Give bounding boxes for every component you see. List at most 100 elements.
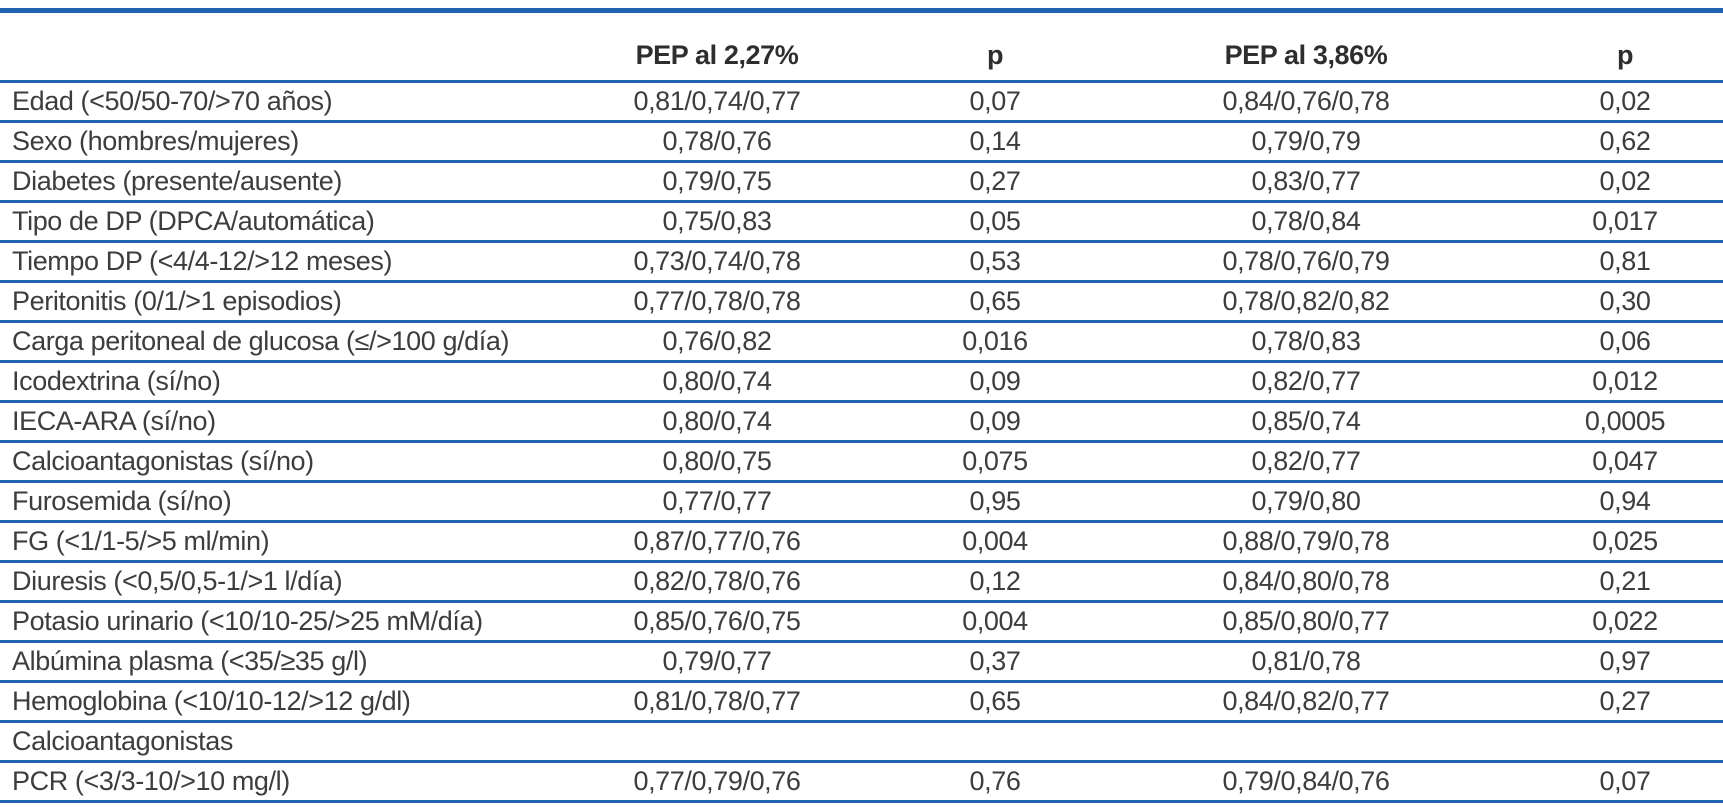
cell-pep-3-86: 0,78/0,84 — [1085, 201, 1527, 243]
cell-pep-2-27: 0,77/0,79/0,76 — [529, 761, 905, 803]
cell-pep-3-86: 0,78/0,82/0,82 — [1085, 281, 1527, 323]
table-row-calcioantagonistas-si-no: Calcioantagonistas (sí/no) 0,80/0,75 0,0… — [0, 441, 1723, 483]
cell-pep-2-27: 0,81/0,78/0,77 — [529, 681, 905, 723]
cell-pep-3-86: 0,78/0,83 — [1085, 321, 1527, 363]
table-row-potasio-urinario: Potasio urinario (<10/10-25/>25 mM/día) … — [0, 601, 1723, 643]
table-row-fg: FG (<1/1-5/>5 ml/min) 0,87/0,77/0,76 0,0… — [0, 521, 1723, 563]
cell-pep-2-27: 0,77/0,78/0,78 — [529, 281, 905, 323]
row-label: Furosemida (sí/no) — [0, 481, 529, 523]
cell-pep-3-86: 0,84/0,80/0,78 — [1085, 561, 1527, 603]
cell-p-2: 0,30 — [1527, 281, 1723, 323]
cell-p-2: 0,0005 — [1527, 401, 1723, 443]
cell-p-1: 0,14 — [905, 121, 1085, 163]
cell-pep-2-27: 0,79/0,75 — [529, 161, 905, 203]
table-row-diuresis: Diuresis (<0,5/0,5-1/>1 l/día) 0,82/0,78… — [0, 561, 1723, 603]
cell-p-2: 0,94 — [1527, 481, 1723, 523]
cell-pep-2-27: 0,78/0,76 — [529, 121, 905, 163]
table-header: PEP al 2,27% p PEP al 3,86% p — [0, 8, 1723, 83]
cell-pep-3-86: 0,84/0,82/0,77 — [1085, 681, 1527, 723]
cell-p-1: 0,76 — [905, 761, 1085, 803]
cell-p-1: 0,65 — [905, 681, 1085, 723]
table-row-tipo-dp: Tipo de DP (DPCA/automática) 0,75/0,83 0… — [0, 201, 1723, 243]
table-row-ieca-ara: IECA-ARA (sí/no) 0,80/0,74 0,09 0,85/0,7… — [0, 401, 1723, 443]
cell-pep-2-27: 0,80/0,74 — [529, 401, 905, 443]
cell-pep-3-86: 0,85/0,74 — [1085, 401, 1527, 443]
row-label: Calcioantagonistas — [0, 721, 529, 763]
table-row-edad: Edad (<50/50-70/>70 años) 0,81/0,74/0,77… — [0, 81, 1723, 123]
cell-p-2: 0,97 — [1527, 641, 1723, 683]
cell-p-1: 0,09 — [905, 361, 1085, 403]
cell-p-2: 0,21 — [1527, 561, 1723, 603]
cell-pep-3-86: 0,79/0,79 — [1085, 121, 1527, 163]
cell-p-2: 0,62 — [1527, 121, 1723, 163]
pep-results-table: PEP al 2,27% p PEP al 3,86% p Edad (<50/… — [0, 8, 1723, 803]
table-row-sexo: Sexo (hombres/mujeres) 0,78/0,76 0,14 0,… — [0, 121, 1723, 163]
header-blank — [0, 8, 529, 83]
table-row-albumina: Albúmina plasma (<35/≥35 g/l) 0,79/0,77 … — [0, 641, 1723, 683]
table-body: Edad (<50/50-70/>70 años) 0,81/0,74/0,77… — [0, 81, 1723, 803]
cell-p-2: 0,025 — [1527, 521, 1723, 563]
cell-p-2: 0,02 — [1527, 161, 1723, 203]
cell-pep-2-27 — [529, 721, 905, 763]
cell-p-2: 0,07 — [1527, 761, 1723, 803]
table-row-pcr: PCR (<3/3-10/>10 mg/l) 0,77/0,79/0,76 0,… — [0, 761, 1723, 803]
cell-p-1: 0,12 — [905, 561, 1085, 603]
cell-p-1: 0,07 — [905, 81, 1085, 123]
row-label: Icodextrina (sí/no) — [0, 361, 529, 403]
cell-p-2: 0,017 — [1527, 201, 1723, 243]
row-label: Hemoglobina (<10/10-12/>12 g/dl) — [0, 681, 529, 723]
row-label: PCR (<3/3-10/>10 mg/l) — [0, 761, 529, 803]
cell-p-1: 0,016 — [905, 321, 1085, 363]
cell-p-1: 0,075 — [905, 441, 1085, 483]
table-row-tiempo-dp: Tiempo DP (<4/4-12/>12 meses) 0,73/0,74/… — [0, 241, 1723, 283]
cell-pep-2-27: 0,73/0,74/0,78 — [529, 241, 905, 283]
cell-pep-2-27: 0,81/0,74/0,77 — [529, 81, 905, 123]
cell-p-2: 0,81 — [1527, 241, 1723, 283]
table-row-carga-glucosa: Carga peritoneal de glucosa (≤/>100 g/dí… — [0, 321, 1723, 363]
row-label: Peritonitis (0/1/>1 episodios) — [0, 281, 529, 323]
row-label: Diuresis (<0,5/0,5-1/>1 l/día) — [0, 561, 529, 603]
cell-p-1: 0,53 — [905, 241, 1085, 283]
row-label: Albúmina plasma (<35/≥35 g/l) — [0, 641, 529, 683]
header-pep-3-86: PEP al 3,86% — [1085, 8, 1527, 83]
cell-pep-3-86: 0,85/0,80/0,77 — [1085, 601, 1527, 643]
row-label: Potasio urinario (<10/10-25/>25 mM/día) — [0, 601, 529, 643]
row-label: IECA-ARA (sí/no) — [0, 401, 529, 443]
cell-p-1 — [905, 721, 1085, 763]
cell-pep-2-27: 0,75/0,83 — [529, 201, 905, 243]
row-label: Edad (<50/50-70/>70 años) — [0, 81, 529, 123]
row-label: Diabetes (presente/ausente) — [0, 161, 529, 203]
cell-p-1: 0,05 — [905, 201, 1085, 243]
cell-p-2 — [1527, 721, 1723, 763]
cell-pep-3-86: 0,81/0,78 — [1085, 641, 1527, 683]
row-label: Tipo de DP (DPCA/automática) — [0, 201, 529, 243]
header-p-1: p — [905, 8, 1085, 83]
cell-pep-3-86: 0,82/0,77 — [1085, 441, 1527, 483]
cell-p-1: 0,004 — [905, 601, 1085, 643]
cell-p-2: 0,02 — [1527, 81, 1723, 123]
cell-pep-3-86: 0,78/0,76/0,79 — [1085, 241, 1527, 283]
cell-pep-2-27: 0,79/0,77 — [529, 641, 905, 683]
table-row-hemoglobina: Hemoglobina (<10/10-12/>12 g/dl) 0,81/0,… — [0, 681, 1723, 723]
cell-p-1: 0,09 — [905, 401, 1085, 443]
row-label: Tiempo DP (<4/4-12/>12 meses) — [0, 241, 529, 283]
cell-p-1: 0,65 — [905, 281, 1085, 323]
cell-pep-2-27: 0,76/0,82 — [529, 321, 905, 363]
cell-pep-3-86: 0,84/0,76/0,78 — [1085, 81, 1527, 123]
cell-pep-3-86: 0,82/0,77 — [1085, 361, 1527, 403]
table-row-icodextrina: Icodextrina (sí/no) 0,80/0,74 0,09 0,82/… — [0, 361, 1723, 403]
cell-pep-3-86: 0,79/0,84/0,76 — [1085, 761, 1527, 803]
cell-p-1: 0,95 — [905, 481, 1085, 523]
cell-p-2: 0,022 — [1527, 601, 1723, 643]
cell-pep-2-27: 0,80/0,75 — [529, 441, 905, 483]
row-label: Carga peritoneal de glucosa (≤/>100 g/dí… — [0, 321, 529, 363]
cell-p-1: 0,27 — [905, 161, 1085, 203]
cell-pep-2-27: 0,87/0,77/0,76 — [529, 521, 905, 563]
table-row-calcioantagonistas: Calcioantagonistas — [0, 721, 1723, 763]
row-label: Sexo (hombres/mujeres) — [0, 121, 529, 163]
cell-pep-2-27: 0,85/0,76/0,75 — [529, 601, 905, 643]
table-row-furosemida: Furosemida (sí/no) 0,77/0,77 0,95 0,79/0… — [0, 481, 1723, 523]
cell-p-2: 0,012 — [1527, 361, 1723, 403]
cell-p-2: 0,06 — [1527, 321, 1723, 363]
